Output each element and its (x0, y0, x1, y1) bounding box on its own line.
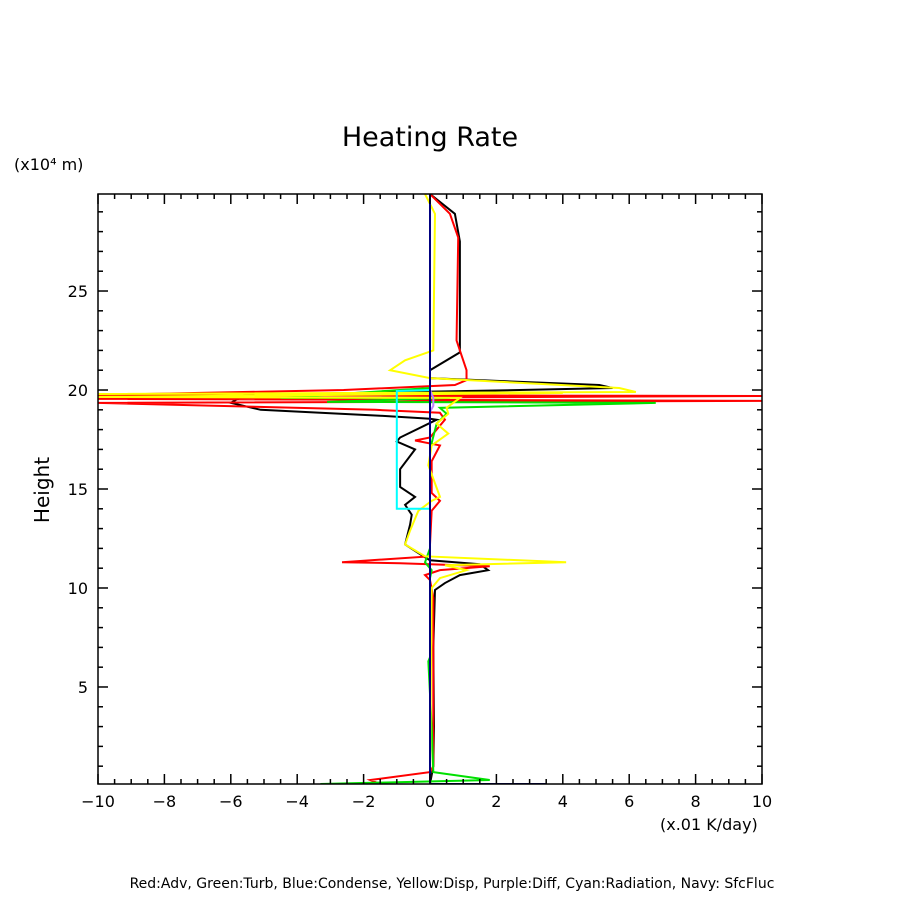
series-line-turb (280, 194, 656, 784)
x-tick-label: 6 (624, 792, 634, 811)
x-tick-label: −6 (219, 792, 243, 811)
series-line-radiation (395, 389, 431, 510)
x-tick-label: 4 (558, 792, 568, 811)
x-tick-label: 0 (425, 792, 435, 811)
y-tick-label: 15 (68, 480, 88, 499)
x-tick-label: 10 (752, 792, 772, 811)
x-tick-label: −4 (285, 792, 309, 811)
x-tick-label: 8 (691, 792, 701, 811)
x-tick-label: −8 (153, 792, 177, 811)
y-axis-unit: (x10⁴ m) (14, 155, 84, 174)
y-tick-label: 10 (68, 579, 88, 598)
x-tick-label: −2 (352, 792, 376, 811)
y-tick-label: 25 (68, 282, 88, 301)
series-line-diff (429, 389, 435, 413)
series-line-sfcfluc (429, 194, 547, 784)
y-tick-label: 5 (78, 678, 88, 697)
x-axis-unit: (x.01 K/day) (660, 815, 758, 834)
x-tick-label: 2 (491, 792, 501, 811)
x-tick-label: −10 (81, 792, 115, 811)
y-axis-label: Height (30, 456, 54, 524)
series-line-total (228, 194, 613, 784)
y-tick-label: 20 (68, 381, 88, 400)
chart-title: Heating Rate (341, 122, 519, 153)
series-line-disp (98, 194, 637, 784)
legend-text: Red:Adv, Green:Turb, Blue:Condense, Yell… (129, 876, 775, 892)
